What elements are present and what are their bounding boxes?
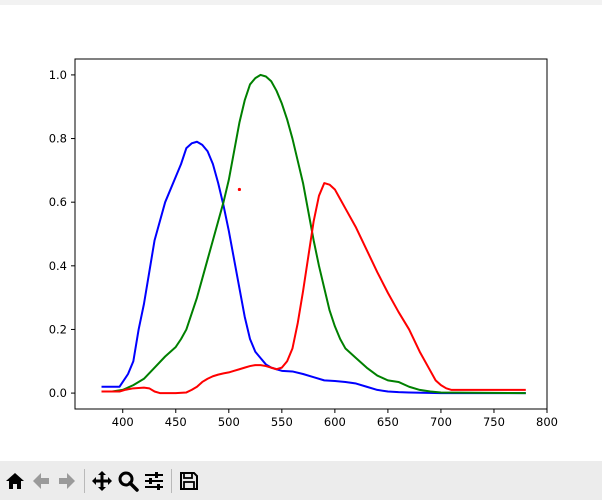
configure-subplots-button[interactable] [141,466,167,496]
floppy-disk-icon [180,471,198,490]
series-line-1 [101,73,526,395]
pan-button[interactable] [89,466,115,496]
arrow-right-icon [59,472,75,489]
x-tick-label: 450 [165,415,187,429]
x-tick-label: 600 [324,415,346,429]
y-tick-label: 0.0 [49,386,67,400]
magnifier-icon [118,471,139,492]
series-line-0 [101,140,526,395]
chart: 400 450 500 550 600 650 700 750 800 0.0 0.2 0.4 0.6 0… [49,58,558,429]
x-tick-label: 400 [112,415,134,429]
x-tick-label: 550 [271,415,293,429]
y-tick-label: 0.2 [49,322,67,336]
data-point-marker [237,187,242,192]
forward-button[interactable] [54,466,80,496]
y-tick-label: 0.4 [49,259,67,273]
y-tick-label: 0.8 [49,132,67,146]
toolbar-separator [84,468,85,493]
arrow-left-icon [33,472,49,489]
y-tick-label: 1.0 [49,68,67,82]
x-tick-label: 800 [536,415,558,429]
sliders-icon [145,471,163,490]
window-top-strip [0,0,602,5]
navigation-toolbar [0,461,602,500]
x-tick-label: 750 [483,415,505,429]
plot-frame [74,58,548,410]
save-button[interactable] [176,466,202,496]
home-button[interactable] [2,466,28,496]
x-tick-label: 700 [430,415,452,429]
figure-canvas: 400 450 500 550 600 650 700 750 800 0.0 0.2 0.4 0.6 0… [0,5,602,461]
y-tick-label: 0.6 [49,195,67,209]
series-line-2 [101,182,526,395]
zoom-button[interactable] [115,466,141,496]
move-icon [92,470,112,491]
x-tick-label: 500 [218,415,240,429]
x-tick-label: 650 [377,415,399,429]
home-icon [6,472,24,489]
toolbar-separator [171,468,172,493]
back-button[interactable] [28,466,54,496]
